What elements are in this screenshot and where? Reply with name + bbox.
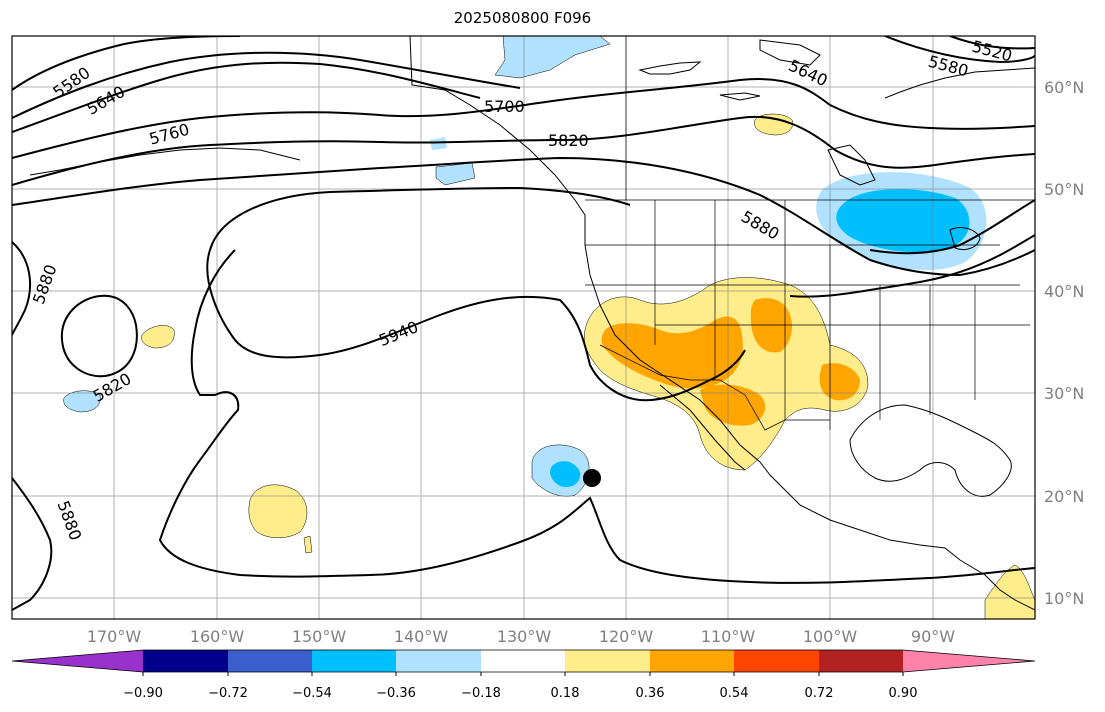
lat-label: 60°N [1044,78,1084,97]
contour-line [12,156,1035,277]
lon-label: 90°W [911,627,955,646]
positive-anomaly-fills [141,113,1035,619]
colorbar-segment [903,650,1035,672]
latitude-labels: 60°N 50°N 40°N 30°N 20°N 10°N [1044,78,1084,608]
political-borders [585,36,1035,431]
contour-line [884,36,1035,64]
colorbar-segment [481,650,565,672]
contour-line [869,199,1035,255]
colorbar-tick-label: 0.72 [805,686,834,701]
longitude-labels: 170°W 160°W 150°W 140°W 130°W 120°W 110°… [87,627,955,646]
anomaly-southwest-deep-c [700,384,766,426]
anomaly-mid-pacific-deep [550,461,581,488]
colorbar-tick-label: 0.90 [889,686,918,701]
colorbar-segment [396,650,481,672]
contour-line [949,36,1035,50]
contour-line [12,477,53,611]
lon-label: 120°W [599,627,654,646]
colorbar-tick-label: −0.72 [208,686,248,701]
lon-label: 130°W [497,627,552,646]
colorbar-segment [228,650,312,672]
lat-label: 20°N [1044,487,1084,506]
anomaly-southwest-deep-a [601,316,743,389]
anomaly-subtropic-small [141,325,175,349]
lon-label: 140°W [394,627,449,646]
lat-label: 30°N [1044,384,1084,403]
lat-label: 40°N [1044,282,1084,301]
lon-label: 150°W [292,627,347,646]
contour-label: 5700 [484,97,525,116]
anomaly-great-lakes-deep [836,188,970,253]
colorbar-tick-label: −0.54 [292,686,332,701]
height-contours [12,36,1035,611]
contour-line [12,51,521,119]
anomaly-hawaii-small [303,535,313,554]
contour-line [12,61,481,133]
lon-label: 170°W [87,627,142,646]
lat-label: 50°N [1044,180,1084,199]
contour-line [12,241,32,336]
colorbar-tick-label: −0.36 [376,686,416,701]
colorbar-tick-label: −0.18 [461,686,501,701]
anomaly-hawaii [248,484,308,538]
contour-line [789,234,1035,298]
contour-line [60,294,138,378]
colorbar-tick-label: 0.36 [636,686,665,701]
anomaly-west-pacific [63,390,101,413]
colorbar-segment [734,650,819,672]
lon-label: 110°W [701,627,756,646]
colorbar-segment [12,650,143,672]
colorbar [11,649,1036,676]
colorbar-tick-labels: −0.90 −0.72 −0.54 −0.36 −0.18 0.18 0.36 … [123,686,917,701]
contour-line [12,78,1035,159]
colorbar-segment [565,650,650,672]
contour-line [206,186,746,402]
map-title: 2025080800 F096 [453,9,592,27]
colorbar-segment [819,650,903,672]
colorbar-tick-label: 0.54 [720,686,749,701]
lon-label: 160°W [190,627,245,646]
anomaly-canada-small [754,113,793,136]
colorbar-tick-label: −0.90 [123,686,163,701]
lat-label: 10°N [1044,589,1084,608]
colorbar-segment [650,650,734,672]
coastlines [29,36,1035,611]
contour-line [12,36,241,91]
contour-line [158,249,1035,584]
anomaly-small-north [430,137,447,150]
contour-label: 5820 [548,131,589,150]
colorbar-segment [143,650,228,672]
lon-label: 100°W [803,627,858,646]
colorbar-segment [312,650,396,672]
colorbar-tick-label: 0.18 [551,686,580,701]
contour-line [12,115,1035,186]
point-marker [583,469,601,487]
map-border [11,35,1036,620]
